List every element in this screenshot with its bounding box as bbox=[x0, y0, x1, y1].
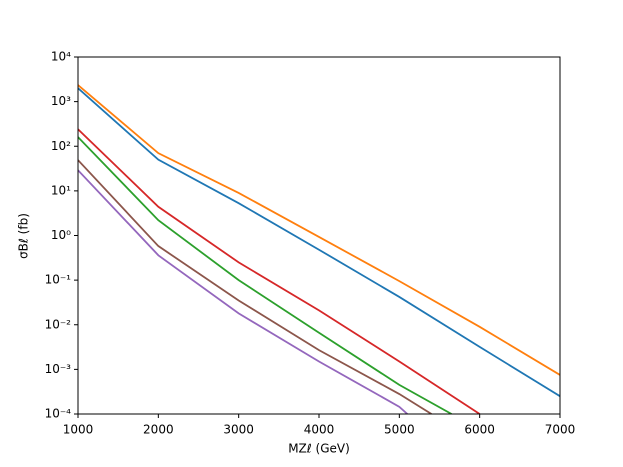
y-tick-label: 10⁻³ bbox=[45, 362, 72, 376]
y-tick-label: 10⁰ bbox=[51, 228, 71, 242]
x-tick-label: 6000 bbox=[464, 423, 495, 437]
series-line bbox=[78, 136, 452, 414]
series-line bbox=[78, 87, 560, 398]
y-tick-label: 10⁴ bbox=[51, 50, 71, 64]
x-tick-label: 7000 bbox=[545, 423, 576, 437]
x-tick-label: 3000 bbox=[223, 423, 254, 437]
x-tick-label: 2000 bbox=[143, 423, 174, 437]
y-tick-label: 10³ bbox=[51, 94, 71, 108]
y-tick-label: 10⁻² bbox=[45, 317, 72, 331]
y-tick-label: 10¹ bbox=[51, 183, 71, 197]
x-tick-label: 4000 bbox=[304, 423, 335, 437]
x-tick-label: 1000 bbox=[63, 423, 94, 437]
y-tick-label: 10⁻⁴ bbox=[45, 407, 72, 421]
series-line bbox=[78, 159, 432, 414]
x-axis-label: MZℓ (GeV) bbox=[288, 442, 350, 456]
y-tick-label: 10² bbox=[51, 139, 71, 153]
y-tick-label: 10⁻¹ bbox=[45, 273, 72, 287]
series-line bbox=[78, 84, 560, 376]
series-line bbox=[78, 169, 408, 414]
plot-frame bbox=[77, 56, 561, 415]
series-line bbox=[78, 128, 481, 414]
x-tick-label: 5000 bbox=[384, 423, 415, 437]
y-axis-label: σBℓ (fb) bbox=[17, 213, 31, 259]
